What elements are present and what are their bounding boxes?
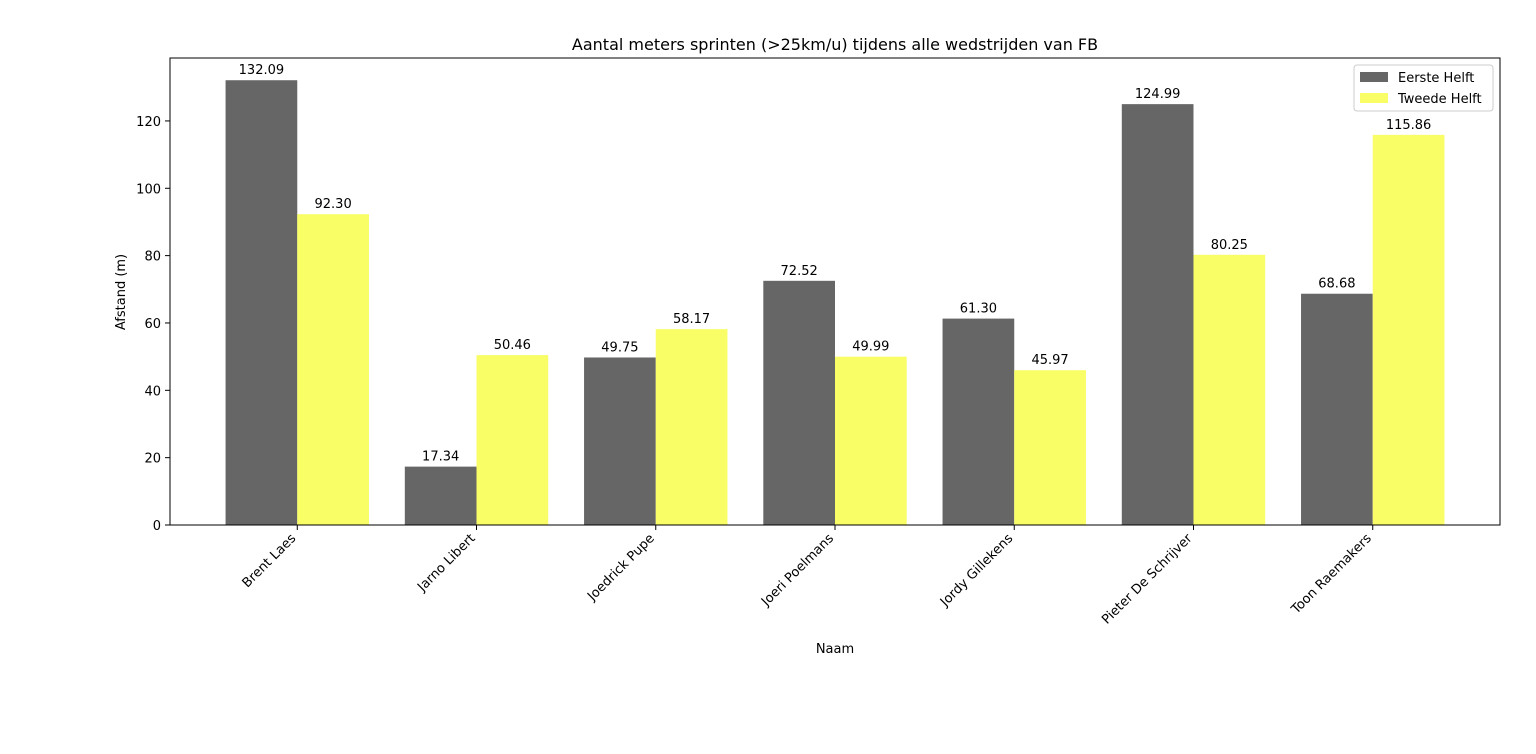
bar-eerste-5 [1121,104,1194,525]
value-label: 92.30 [315,197,352,212]
plot-frame [169,57,1501,526]
bar-tweede-2 [655,329,728,525]
value-label: 45.97 [1031,353,1068,368]
y-tick-label: 80 [144,250,161,265]
bar-tweede-4 [1014,370,1086,525]
y-tick-label: 20 [144,452,161,467]
y-tick-label: 60 [144,317,161,332]
bar-eerste-2 [584,357,656,525]
bar-tweede-5 [1193,254,1266,525]
value-labels-group: 132.09 17.34 49.75 72.52 61.30 124.99 68.68 92.… [239,63,1432,464]
bar-tweede-6 [1372,134,1445,526]
y-tick-label: 0 [153,519,161,534]
value-label: 49.75 [601,340,638,355]
bar-eerste-4 [942,318,1015,525]
y-axis-label: Afstand (m) [114,254,129,330]
value-label: 80.25 [1211,238,1248,253]
y-tick-label: 120 [136,115,161,130]
value-label: 115.86 [1386,118,1432,133]
x-tick-label: Joeri Poelmans [758,531,837,610]
y-axis: 0 20 40 60 80 100 120 [136,115,170,534]
bar-eerste-6 [1301,293,1373,525]
x-axis-label: Naam [816,642,854,657]
value-label: 68.68 [1318,277,1355,292]
bar-eerste-1 [404,466,477,525]
legend-label: Eerste Helft [1398,71,1474,86]
bar-eerste-3 [763,280,835,525]
y-tick-label: 100 [136,182,161,197]
x-tick-label: Jarno Libert [414,531,478,595]
legend: Eerste Helft Tweede Helft [1353,64,1494,112]
bar-eerste-0 [225,80,298,525]
legend-swatch [1360,72,1388,82]
bar-tweede-1 [476,355,549,525]
x-tick-label: Joedrick Pupe [584,531,657,604]
bar-tweede-0 [297,214,369,525]
legend-box [1353,64,1494,112]
value-label: 17.34 [422,450,459,465]
value-label: 132.09 [239,63,285,78]
bar-tweede-3 [835,356,907,525]
legend-swatch [1360,93,1388,103]
x-tick-label: Brent Laes [240,531,300,591]
value-label: 58.17 [673,312,710,327]
chart-title: Aantal meters sprinten (>25km/u) tijdens… [572,35,1098,54]
y-tick-label: 40 [144,384,161,399]
value-label: 61.30 [960,302,997,317]
value-label: 124.99 [1135,87,1181,102]
x-tick-label: Toon Raemakers [1288,531,1375,618]
bars-group [225,80,1445,526]
x-tick-label: Pieter De Schrijver [1099,531,1196,628]
x-tick-label: Jordy Gillekens [937,531,1016,610]
value-label: 50.46 [494,338,531,353]
value-label: 49.99 [852,340,889,355]
legend-label: Tweede Helft [1397,92,1482,107]
value-label: 72.52 [781,264,818,279]
x-axis: Brent Laes Jarno Libert Joedrick Pupe Joeri… [240,525,1375,627]
